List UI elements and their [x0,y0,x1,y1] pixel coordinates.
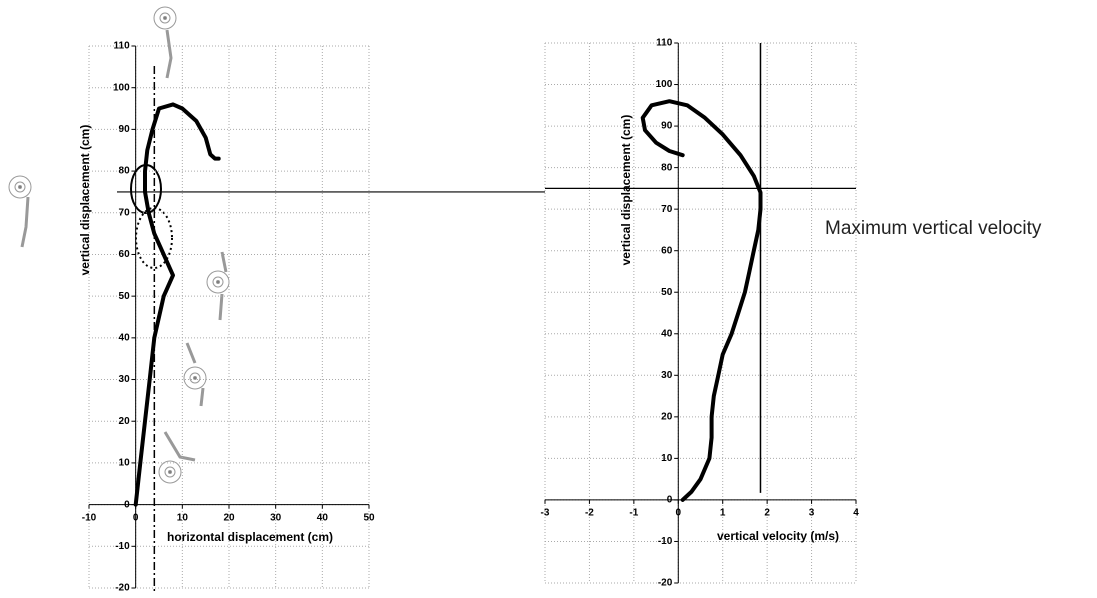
y-tick-label: 50 [119,291,131,302]
trajectory-line [133,102,221,507]
x-tick-label: -3 [541,508,550,519]
y-tick-label: 90 [661,121,673,132]
y-tick-label: 90 [119,124,131,135]
y-tick-label: 30 [661,370,673,381]
y-tick-label: 10 [661,453,673,464]
x-tick-label: 10 [177,512,189,523]
y-tick-label: 60 [119,249,131,260]
y-tick-label: 20 [119,416,131,427]
trajectory-line [640,99,763,502]
x-tick-label: 40 [317,512,329,523]
x-axis-label: horizontal displacement (cm) [167,530,333,544]
x-tick-label: 2 [764,508,770,519]
y-tick-label: 70 [119,207,131,218]
y-axis-label: vertical displacement (cm) [619,115,633,266]
y-tick-label: 80 [119,166,131,177]
y-axis-label: vertical displacement (cm) [78,125,92,276]
x-tick-label: 20 [223,512,235,523]
x-tick-label: 4 [853,508,859,519]
y-tick-label: 40 [661,328,673,339]
y-tick-label: 30 [119,374,131,385]
x-tick-label: 3 [809,508,815,519]
y-tick-label: 110 [656,38,673,49]
y-tick-label: -10 [658,536,673,547]
x-axis-label: vertical velocity (m/s) [717,529,839,543]
y-tick-label: 100 [656,79,673,90]
y-tick-label: -10 [115,541,130,552]
x-tick-label: 30 [270,512,282,523]
y-tick-label: 20 [661,411,673,422]
y-tick-label: 50 [661,287,673,298]
y-tick-label: 40 [119,332,131,343]
y-tick-label: 80 [661,162,673,173]
y-tick-label: 110 [114,41,131,52]
x-tick-label: -10 [82,512,97,523]
y-tick-label: 60 [661,245,673,256]
athlete-icons [8,6,230,484]
y-tick-label: 10 [119,458,131,469]
x-tick-label: -2 [585,508,594,519]
y-tick-label: -20 [115,583,130,594]
x-tick-label: -1 [629,508,638,519]
y-tick-label: 70 [661,204,673,215]
y-tick-label: 100 [113,82,130,93]
x-tick-label: 1 [720,508,726,519]
y-tick-label: -20 [658,578,673,589]
x-tick-label: 50 [363,512,375,523]
annotation: Maximum vertical velocity [825,218,1042,239]
